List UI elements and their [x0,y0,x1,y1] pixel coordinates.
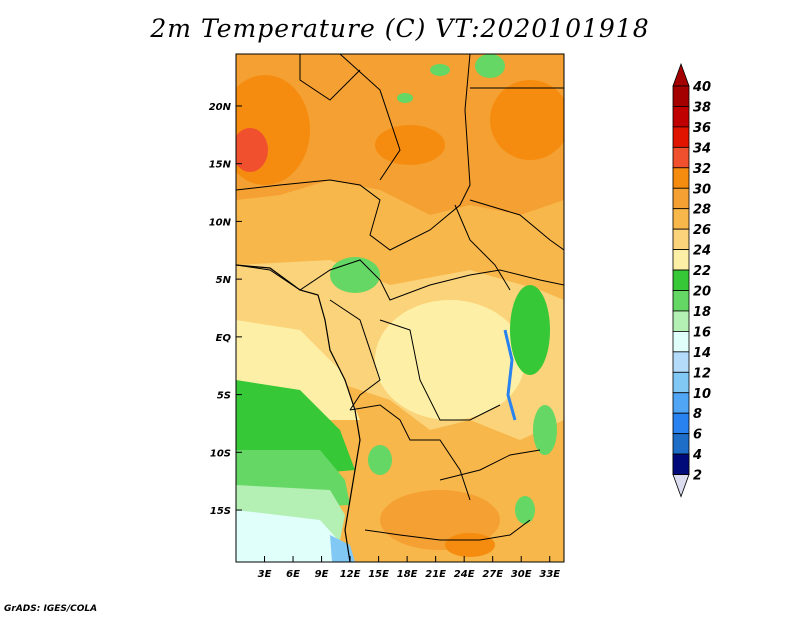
field-north-green-1 [430,64,450,76]
colorbar-swatch [672,228,690,250]
field-great-lakes [510,285,550,375]
colorbar-label: 18 [693,305,711,320]
colorbar-label: 6 [693,428,702,443]
colorbar-label: 22 [693,264,711,279]
field-south-hot [445,533,495,557]
colorbar-label: 38 [693,100,711,115]
field-cameroon-highlands [330,257,380,293]
field-angola-green [368,445,392,475]
colorbar-swatch [672,208,690,230]
lat-tick-label: 15S [210,506,231,517]
colorbar-swatch [672,106,690,128]
colorbar-swatch [672,310,690,332]
lon-tick-label: 15E [368,569,389,580]
latitude-axis: 20N 15N 10N 5N EQ 5S 10S 15S [209,102,242,517]
colorbar-label: 34 [693,141,711,156]
colorbar-swatch [672,85,690,107]
temperature-field [236,54,564,562]
colorbar-swatch [672,167,690,189]
field-south-east-green [515,496,535,524]
colorbar-label: 2 [693,469,702,484]
field-hot-chad [375,125,445,165]
field-hot-west [236,75,310,185]
field-ocean-16 [236,510,345,562]
field-hottest-west [236,128,268,172]
lon-tick-label: 21E [425,569,446,580]
credit-text: GrADS: IGES/COLA [4,604,98,614]
map-frame [235,53,565,563]
lat-tick-label: 5S [217,391,231,402]
colorbar-swatch [672,392,690,414]
lon-tick-label: 3E [258,569,272,580]
lat-tick-label: 15N [209,160,232,171]
lat-tick-label: 20N [209,102,232,113]
lon-tick-label: 6E [286,569,300,580]
lon-tick-label: 18E [397,569,418,580]
colorbar-swatch [672,126,690,148]
colorbar: 40 38 36 34 32 30 28 26 24 22 20 18 16 14 12 10 8 6 4 2 [672,62,711,498]
colorbar-label: 10 [693,387,711,402]
colorbar-swatch [672,269,690,291]
lat-tick-label: 5N [216,275,232,286]
colorbar-label: 16 [693,325,711,340]
lon-tick-label: 9E [315,569,329,580]
lon-tick-label: 30E [511,569,532,580]
colorbar-label: 4 [692,448,702,463]
colorbar-label: 30 [693,182,711,197]
colorbar-label: 20 [693,285,711,300]
colorbar-label: 12 [693,366,711,381]
lat-tick-label: 10N [209,217,232,228]
lon-tick-label: 24E [454,569,475,580]
colorbar-top-arrow [672,62,690,87]
colorbar-label: 26 [693,223,711,238]
lon-tick-label: 12E [340,569,361,580]
lat-tick-label: 10S [210,448,231,459]
colorbar-swatch [672,330,690,353]
colorbar-swatch [672,290,690,312]
longitude-axis: 3E 6E 9E 12E 15E 18E 21E 24E 27E 30E 33E [258,556,560,580]
colorbar-swatch [672,351,690,373]
colorbar-swatch [672,433,690,455]
lat-tick-label: EQ [216,333,232,344]
field-north-green-2 [397,93,413,103]
colorbar-label: 36 [693,121,711,136]
colorbar-label: 24 [693,244,711,259]
colorbar-swatch [672,412,690,435]
colorbar-label: 14 [693,346,711,361]
colorbar-swatch [672,249,690,271]
field-rift-lakes [503,329,517,421]
field-lake-malawi [533,405,557,455]
coastline [236,264,361,562]
field-hot-east [490,80,564,160]
field-egypt-green [475,54,505,78]
colorbar-swatch [672,187,690,210]
colorbar-swatch [672,453,690,475]
lon-tick-label: 33E [539,569,560,580]
colorbar-label: 32 [693,162,711,177]
colorbar-swatch [672,371,690,394]
colorbar-label: 40 [692,80,711,95]
colorbar-label: 28 [693,203,711,218]
colorbar-swatch [672,146,690,169]
colorbar-bottom-arrow [672,474,690,498]
colorbar-label: 8 [693,407,702,422]
chart-title: 2m Temperature (C) VT:2020101918 [150,14,650,43]
lon-tick-label: 27E [482,569,503,580]
field-congo-basin [375,300,525,420]
